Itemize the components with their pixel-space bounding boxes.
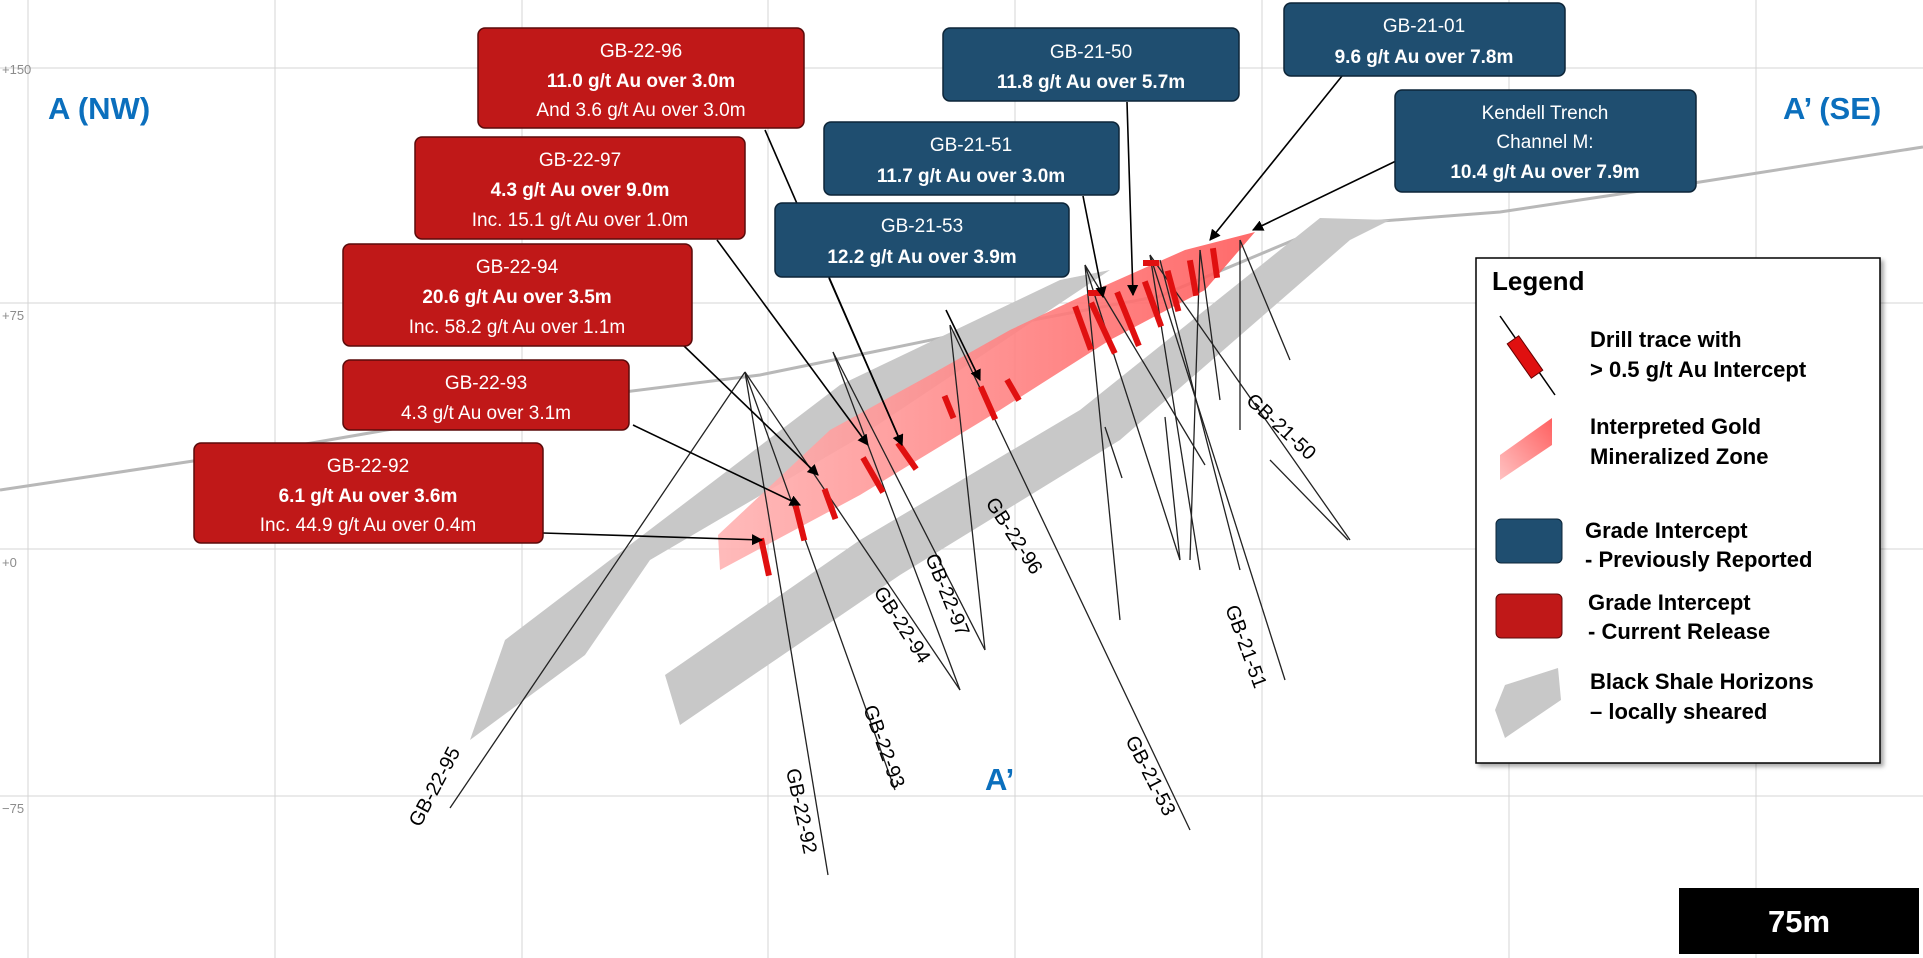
callout-extra: And 3.6 g/t Au over 3.0m [536,100,745,121]
legend-title: Legend [1492,266,1584,296]
callout-title: GB-21-50 [1050,42,1132,63]
callout-gb-22-93: GB-22-93 4.3 g/t Au over 3.1m [342,359,630,431]
callout-grade: 12.2 g/t Au over 3.9m [827,247,1016,268]
callout-title: GB-21-53 [881,216,963,237]
blue-box-icon [1495,518,1563,564]
callout-gb-21-53: GB-21-53 12.2 g/t Au over 3.9m [774,202,1070,278]
section-label-bottom: A’ [985,762,1014,797]
callout-title: GB-22-93 [445,373,527,394]
legend-item-1-line-1: Drill trace with [1590,327,1742,352]
callout-gb-22-96: GB-22-96 11.0 g/t Au over 3.0m And 3.6 g… [477,27,805,129]
hole-label-gb-22-97: GB-22-97 [920,551,973,640]
callout-gb-22-94: GB-22-94 20.6 g/t Au over 3.5m Inc. 58.2… [342,243,693,347]
callout-gb-21-51: GB-21-51 11.7 g/t Au over 3.0m [823,121,1120,196]
callout-extra: Inc. 15.1 g/t Au over 1.0m [472,210,689,231]
legend-item-4-line-2: - Current Release [1588,619,1770,644]
section-label-left: A (NW) [48,91,150,126]
callout-gb-22-92: GB-22-92 6.1 g/t Au over 3.6m Inc. 44.9 … [193,442,544,544]
callout-arrows [542,75,1397,546]
callout-grade: 4.3 g/t Au over 9.0m [491,180,670,201]
hole-label-gb-21-50: GB-21-50 [1242,390,1320,465]
callout-title: Kendell Trench [1482,103,1609,124]
legend-item-5-line-2: – locally sheared [1590,699,1767,724]
elevation-label-minus75: −75 [2,801,24,816]
legend-item-2-line-2: Mineralized Zone [1590,444,1768,469]
legend-item-3-line-2: - Previously Reported [1585,547,1812,572]
callout-gb-21-50: GB-21-50 11.8 g/t Au over 5.7m [942,27,1240,102]
callout-grade: 6.1 g/t Au over 3.6m [279,486,458,507]
callout-grade: 20.6 g/t Au over 3.5m [422,287,611,308]
shale-horizons [470,218,1390,740]
callout-kendell-trench: Kendell Trench Channel M: 10.4 g/t Au ov… [1394,89,1697,193]
callout-title: GB-21-51 [930,135,1012,156]
callout-title: GB-22-97 [539,150,621,171]
red-box-icon [1495,593,1563,639]
legend-item-5-line-1: Black Shale Horizons [1590,669,1814,694]
callout-grade: 11.8 g/t Au over 5.7m [997,72,1185,93]
elevation-label-75: +75 [2,308,24,323]
mineralized-zone-icon [1500,418,1552,480]
callout-title: GB-22-92 [327,456,409,477]
callout-grade: 10.4 g/t Au over 7.9m [1450,162,1639,183]
section-label-right: A’ (SE) [1783,91,1881,126]
drill-trace-icon [1499,315,1556,396]
callout-title: GB-22-96 [600,41,682,62]
hole-label-gb-22-93: GB-22-93 [858,702,908,791]
scale-bar: 75m [1679,888,1919,954]
shale-icon [1495,668,1561,738]
hole-label-gb-21-51: GB-21-51 [1220,602,1270,691]
shale-horizon-lower [665,218,1390,725]
callout-grade: 11.0 g/t Au over 3.0m [547,71,735,92]
callout-grade: 11.7 g/t Au over 3.0m [877,166,1065,187]
callout-extra: Inc. 58.2 g/t Au over 1.1m [409,317,626,338]
legend-item-1-line-2: > 0.5 g/t Au Intercept [1590,357,1807,382]
intercept-marks [758,247,1221,577]
hole-label-gb-22-92: GB-22-92 [781,766,821,855]
callout-gb-21-01: GB-21-01 9.6 g/t Au over 7.8m [1283,2,1566,77]
legend-item-2-line-1: Interpreted Gold [1590,414,1761,439]
callout-title: GB-22-94 [476,257,559,278]
elevation-label-0: +0 [2,555,17,570]
drill-traces [449,239,1351,876]
scale-bar-label: 75m [1768,904,1830,939]
callout-subtitle: Channel M: [1496,132,1593,153]
callout-extra: 4.3 g/t Au over 3.1m [401,403,571,424]
legend: Legend Drill trace with > 0.5 g/t Au Int… [1475,257,1881,764]
elevation-label-150: +150 [2,62,31,77]
callout-extra: Inc. 44.9 g/t Au over 0.4m [260,515,477,536]
callout-gb-22-97: GB-22-97 4.3 g/t Au over 9.0m Inc. 15.1 … [414,136,746,240]
callout-grade: 9.6 g/t Au over 7.8m [1335,47,1514,68]
legend-item-4-line-1: Grade Intercept [1588,590,1751,615]
callout-title: GB-21-01 [1383,16,1465,37]
legend-item-3-line-1: Grade Intercept [1585,518,1748,543]
hole-label-gb-22-95: GB-22-95 [405,743,465,830]
